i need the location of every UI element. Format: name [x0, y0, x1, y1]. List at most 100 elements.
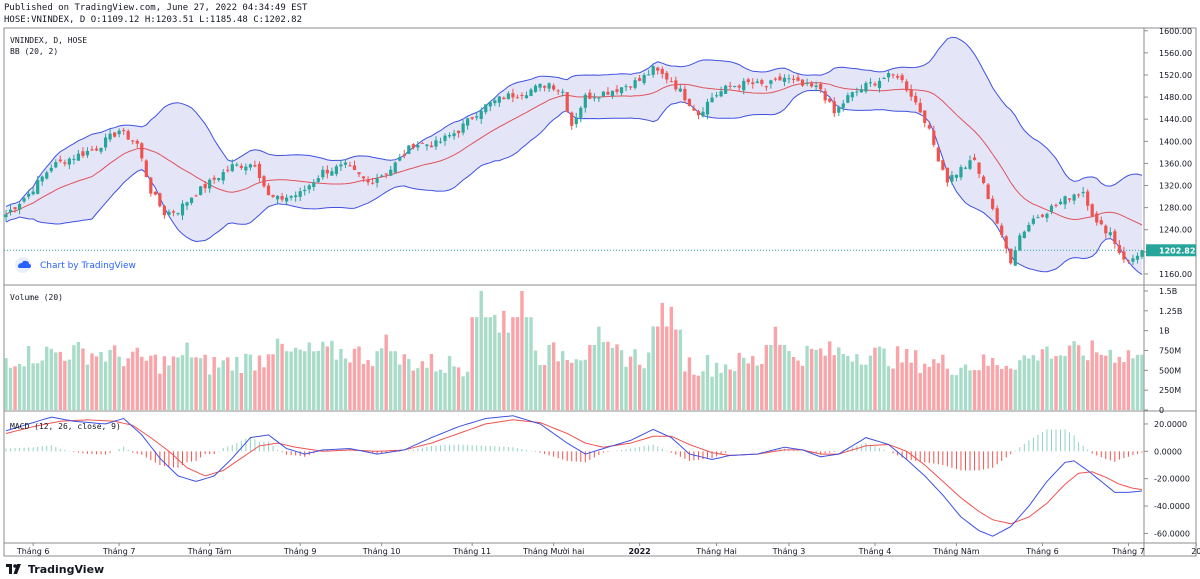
- candle: [891, 73, 895, 79]
- candle-body: [515, 97, 520, 99]
- candle-body: [1054, 204, 1058, 206]
- candle: [1117, 240, 1121, 255]
- volume-bar: [1135, 354, 1140, 410]
- volume-bar: [520, 290, 524, 410]
- candle-body: [248, 164, 252, 168]
- volume-bar: [656, 326, 660, 410]
- published-caption: Published on TradingView.com, June 27, 2…: [4, 3, 308, 13]
- candle-body: [380, 175, 384, 177]
- candle-body: [941, 160, 945, 170]
- candle: [135, 139, 139, 148]
- candle: [981, 174, 986, 185]
- volume-bar: [669, 306, 674, 410]
- candle-body: [805, 82, 809, 84]
- candle: [230, 159, 234, 173]
- volume-bar: [529, 317, 533, 410]
- candle-body: [4, 214, 8, 218]
- candle-body: [846, 95, 850, 103]
- volume-bar: [895, 346, 900, 410]
- candle-body: [407, 145, 411, 154]
- volume-bar: [1018, 360, 1022, 410]
- candle: [986, 183, 990, 200]
- candle: [461, 119, 465, 136]
- candle-body: [918, 102, 922, 113]
- volume-bar: [909, 362, 913, 410]
- candle: [153, 191, 157, 196]
- candle: [239, 163, 243, 170]
- candle-body: [438, 141, 443, 143]
- candle: [868, 78, 873, 87]
- volume-bar: [352, 348, 357, 410]
- volume-bar: [972, 370, 977, 410]
- candle-body: [692, 108, 696, 111]
- candle: [126, 129, 130, 141]
- candle-body: [447, 135, 452, 137]
- volume-bar: [1072, 341, 1076, 410]
- candle: [859, 84, 863, 93]
- candle: [601, 90, 606, 98]
- candle-body: [348, 165, 352, 167]
- volume-bar: [597, 326, 601, 410]
- volume-bar: [244, 353, 248, 410]
- candle-body: [162, 206, 167, 216]
- volume-bar: [366, 359, 370, 410]
- candle: [398, 153, 402, 162]
- candle-body: [221, 172, 225, 181]
- volume-bar: [579, 360, 583, 410]
- candle: [63, 159, 67, 167]
- candle: [724, 84, 728, 94]
- candle-body: [1031, 218, 1035, 224]
- candle: [683, 85, 687, 104]
- candle: [1063, 195, 1067, 210]
- candle-body: [1022, 231, 1026, 238]
- candle: [950, 171, 954, 185]
- volume-bar: [687, 357, 692, 410]
- candle-body: [936, 147, 940, 162]
- last-price-label: 1202.82: [1159, 246, 1195, 255]
- candle-body: [484, 104, 488, 113]
- candle: [497, 95, 501, 107]
- candle: [72, 154, 76, 165]
- volume-bar: [873, 347, 877, 410]
- volume-bar: [1013, 369, 1017, 410]
- volume-bar: [180, 355, 185, 410]
- candle: [1122, 246, 1126, 263]
- candle-body: [778, 76, 782, 81]
- candle-body: [1090, 204, 1094, 217]
- candle: [805, 78, 809, 87]
- candle: [113, 131, 117, 138]
- volume-bar: [316, 350, 320, 410]
- candle-body: [737, 85, 741, 88]
- candle: [484, 104, 488, 115]
- time-tick-label: Tháng 9: [283, 547, 317, 556]
- candle-body: [1027, 224, 1031, 232]
- candle-body: [628, 86, 633, 88]
- chart-by-tradingview-link[interactable]: Chart by TradingView: [15, 257, 136, 273]
- volume-bar: [995, 365, 999, 410]
- candle-body: [108, 133, 112, 140]
- candle-body: [710, 97, 714, 103]
- candle: [479, 107, 483, 124]
- volume-bar: [1085, 360, 1090, 410]
- volume-bar: [914, 350, 918, 410]
- volume-bar: [515, 317, 520, 410]
- candle: [348, 161, 352, 167]
- candle: [420, 142, 424, 144]
- candle-body: [746, 79, 750, 83]
- candle: [58, 155, 62, 163]
- volume-bar: [293, 347, 298, 410]
- candle: [660, 66, 664, 79]
- candle: [710, 92, 714, 103]
- candle: [651, 65, 655, 78]
- candle: [701, 107, 705, 118]
- tradingview-footer[interactable]: TradingView: [6, 561, 104, 577]
- candle: [1045, 212, 1049, 223]
- candle: [561, 88, 565, 97]
- candle: [40, 175, 44, 186]
- candle: [782, 74, 787, 87]
- candle-body: [547, 83, 551, 89]
- candle: [1027, 222, 1031, 233]
- candle: [746, 77, 750, 85]
- candle: [262, 174, 266, 188]
- candle-body: [257, 163, 262, 178]
